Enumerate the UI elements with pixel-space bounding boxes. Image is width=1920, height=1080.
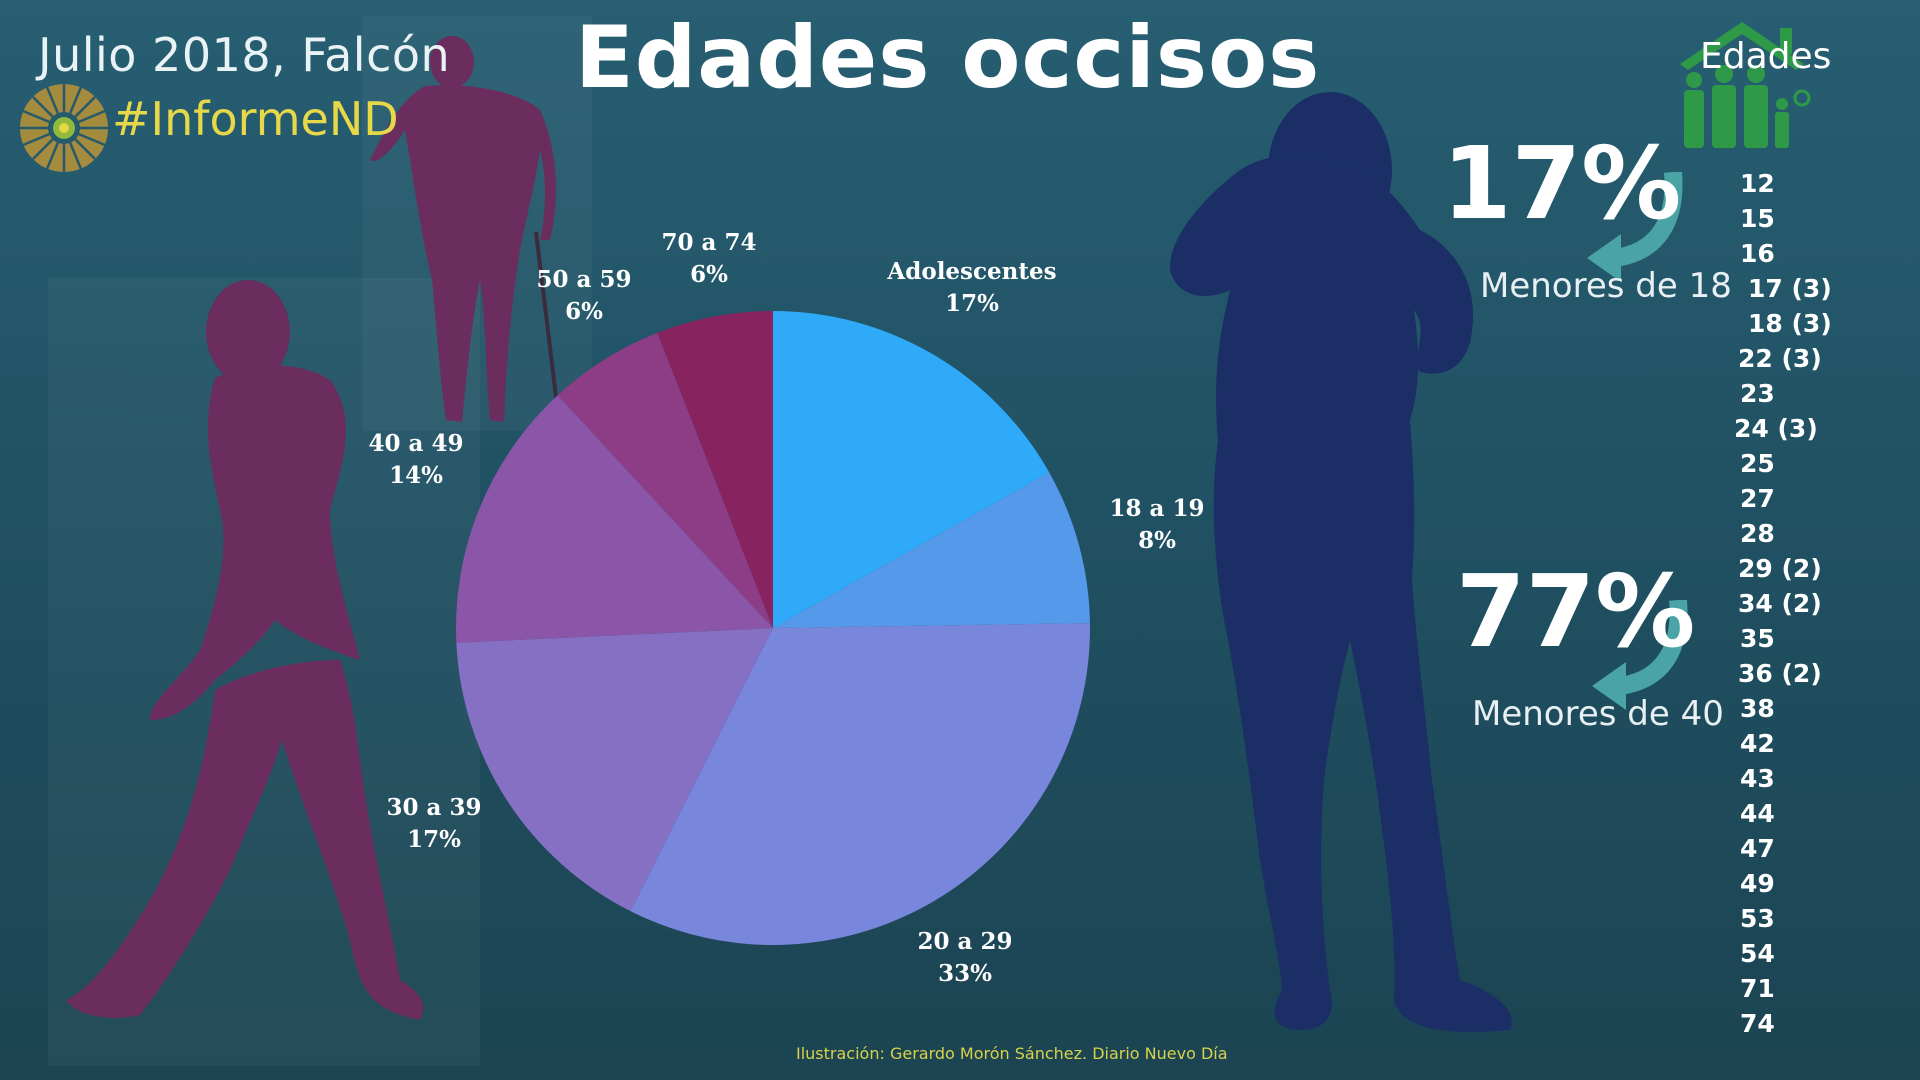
slice-category-label: 70 a 74 — [661, 229, 757, 256]
pie-slice-label: 30 a 39 17% — [324, 792, 544, 856]
minors-caption: Menores de 18 — [1480, 266, 1732, 306]
slice-value-label: 6% — [690, 261, 728, 288]
age-item: 35 — [1740, 624, 1775, 653]
sun-logo-icon — [20, 84, 108, 172]
credit-line: Ilustración: Gerardo Morón Sánchez. Diar… — [796, 1044, 1228, 1063]
slice-value-label: 6% — [565, 298, 603, 325]
age-item: 23 — [1740, 379, 1775, 408]
pie-slice-label: Adolescentes 17% — [862, 256, 1082, 320]
slice-value-label: 17% — [945, 290, 999, 317]
minors-percent: 17% — [1442, 125, 1682, 242]
age-item: 53 — [1740, 904, 1775, 933]
slice-category-label: Adolescentes — [887, 258, 1057, 285]
age-item: 28 — [1740, 519, 1775, 548]
slice-value-label: 17% — [407, 826, 461, 853]
age-item: 12 — [1740, 169, 1775, 198]
date-location-heading: Julio 2018, Falcón — [38, 28, 451, 82]
family-icon — [1680, 22, 1811, 148]
age-item: 15 — [1740, 204, 1775, 233]
age-item: 74 — [1740, 1009, 1775, 1038]
slice-category-label: 40 a 49 — [368, 430, 464, 457]
age-item: 34 (2) — [1738, 589, 1822, 618]
age-item: 17 (3) — [1748, 274, 1832, 303]
pie-slice — [455, 395, 773, 643]
age-item: 27 — [1740, 484, 1775, 513]
curved-arrow-icon — [1592, 600, 1688, 710]
pie-slice — [773, 311, 1050, 628]
hashtag-label: #InformeND — [112, 92, 399, 146]
slice-value-label: 8% — [1138, 527, 1176, 554]
pie-slice-label: 20 a 29 33% — [855, 926, 1075, 990]
age-item: 36 (2) — [1738, 659, 1822, 688]
slice-category-label: 18 a 19 — [1109, 495, 1205, 522]
slice-category-label: 20 a 29 — [917, 928, 1013, 955]
slice-category-label: 30 a 39 — [386, 794, 482, 821]
ages-heading: Edades — [1700, 36, 1832, 77]
slice-value-label: 14% — [389, 462, 443, 489]
age-item: 54 — [1740, 939, 1775, 968]
age-item: 42 — [1740, 729, 1775, 758]
age-item: 18 (3) — [1748, 309, 1832, 338]
age-item: 44 — [1740, 799, 1775, 828]
age-item: 47 — [1740, 834, 1775, 863]
pie-slice-label: 18 a 19 8% — [1047, 493, 1267, 557]
age-item: 24 (3) — [1734, 414, 1818, 443]
under40-caption: Menores de 40 — [1472, 694, 1724, 734]
pie-slice — [630, 623, 1090, 946]
age-item: 25 — [1740, 449, 1775, 478]
age-item: 71 — [1740, 974, 1775, 1003]
under40-percent: 77% — [1456, 553, 1696, 670]
age-item: 38 — [1740, 694, 1775, 723]
pie-slice — [557, 332, 773, 628]
pie-slice-label: 70 a 74 6% — [599, 227, 819, 291]
age-item: 43 — [1740, 764, 1775, 793]
slice-category-label: 50 a 59 — [536, 266, 632, 293]
ages-list: 12 15 16 17 (3) 18 (3) 22 (3) 23 24 (3) 25 27 28 29… — [1728, 166, 1838, 1041]
pie-slice-label: 40 a 49 14% — [306, 428, 526, 492]
young-man-silhouette — [1169, 92, 1512, 1033]
age-item: 16 — [1740, 239, 1775, 268]
pie-slice — [456, 628, 773, 912]
curved-arrow-icon — [1587, 172, 1683, 282]
age-item: 29 (2) — [1738, 554, 1822, 583]
pie-slice — [773, 472, 1090, 628]
slice-value-label: 33% — [938, 960, 992, 987]
pie-slice — [657, 311, 773, 628]
page-title: Edades occisos — [575, 8, 1321, 108]
walking-man-silhouette — [66, 280, 424, 1020]
age-item: 22 (3) — [1738, 344, 1822, 373]
pie-slice-label: 50 a 59 6% — [474, 264, 694, 328]
age-item: 49 — [1740, 869, 1775, 898]
